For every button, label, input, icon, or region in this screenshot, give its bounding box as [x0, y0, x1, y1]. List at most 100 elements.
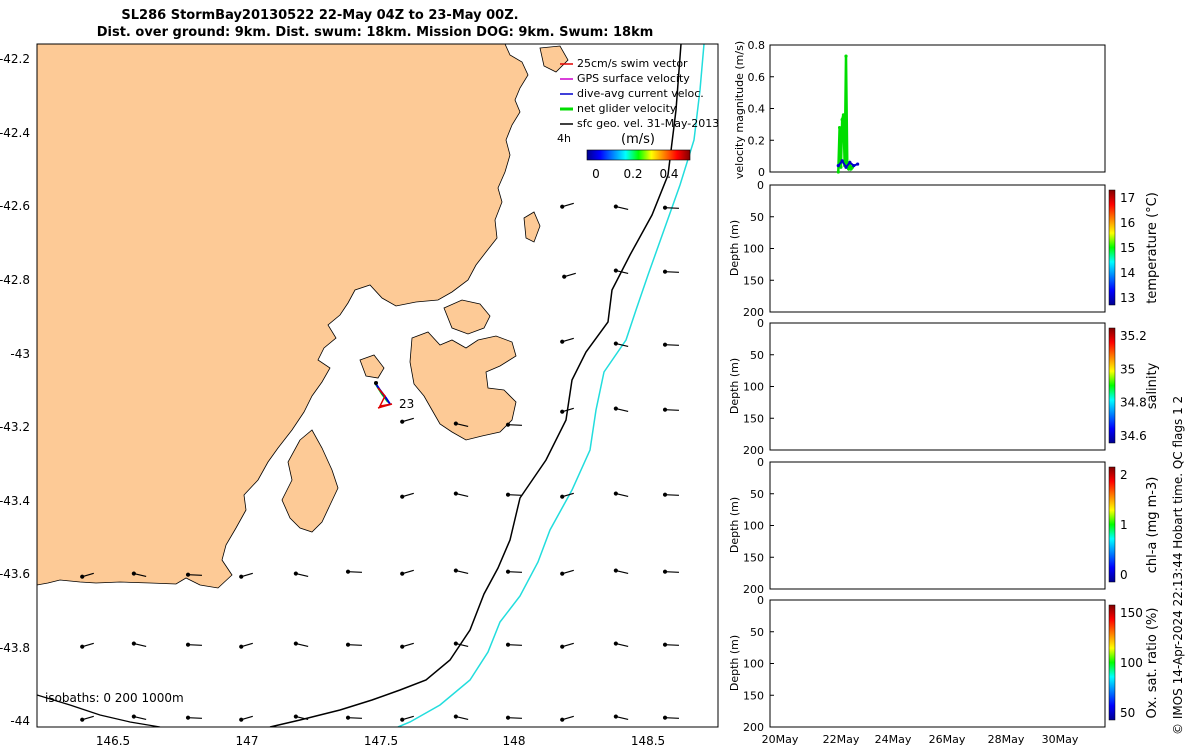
geo-arrow [662, 569, 679, 574]
map-colorbar [586, 149, 691, 161]
velocity-point [837, 125, 842, 130]
cb-tick: 0.2 [623, 167, 642, 181]
geo-arrow [185, 642, 202, 647]
cbar-tick: 17 [1120, 191, 1135, 205]
cbar-tick: 35 [1120, 362, 1135, 376]
geo-arrow [662, 205, 679, 210]
geo-arrow [239, 572, 253, 579]
cbar-tick: 150 [1120, 606, 1143, 620]
depth-ytick: 50 [750, 626, 764, 639]
geo-arrow [131, 571, 147, 578]
geo-arrow [80, 572, 94, 579]
geo-arrow [560, 492, 574, 499]
cbar-label: Ox. sat. ratio (%) [1145, 608, 1160, 719]
land-islet [539, 45, 569, 73]
geo-arrow [80, 642, 94, 649]
cbar-tick: 15 [1120, 241, 1135, 255]
figure-subtitle: Dist. over ground: 9km. Dist. swum: 18km… [96, 25, 654, 40]
isobath-200m [269, 44, 682, 727]
cbar-label: chl-a (mg m-3) [1145, 477, 1160, 574]
cbar-tick: 14 [1120, 266, 1135, 280]
cbar-tick: 34.8 [1120, 396, 1147, 410]
legend-geo: sfc geo. vel. 31-May-2013 [577, 117, 719, 130]
velocity-point [856, 162, 860, 166]
lon-tick: 147.5 [364, 734, 398, 748]
cbar-label: temperature (°C) [1145, 192, 1160, 304]
cbar-tick: 16 [1120, 216, 1135, 230]
depth-ytick: 100 [743, 243, 764, 256]
geo-arrow [345, 642, 362, 647]
depth-ytick: 100 [743, 520, 764, 533]
geo-arrow [613, 568, 629, 575]
lat-tick: -42.6 [0, 199, 30, 213]
depth-ytick: 0 [757, 179, 764, 192]
depth-ytick: 50 [750, 349, 764, 362]
geo-arrow [560, 202, 574, 209]
velocity-axes [769, 44, 1106, 173]
legend-net: net glider velocity [577, 102, 677, 115]
colorbar-title: (m/s) [621, 132, 655, 147]
cbar-tick: 13 [1120, 291, 1135, 305]
geo-arrow [453, 421, 469, 428]
depth-axes [769, 184, 1106, 313]
geo-arrow [662, 715, 679, 720]
geo-arrow [400, 569, 414, 576]
geo-arrow [662, 269, 679, 274]
geo-arrow [453, 714, 469, 721]
velocity-ytick: 0.2 [748, 134, 766, 147]
map-panel: 23 -42.2 -42.4 -42.6 -42.8 -43 -43.2 -43… [0, 43, 719, 748]
geo-arrow [400, 417, 414, 424]
geo-arrow [400, 715, 414, 722]
land-maria-island [523, 211, 541, 243]
geo-arrow [453, 491, 469, 498]
depth-panel: 0 50 100 150 200 Depth (m) 13 14 15 16 17 temperatu… [728, 179, 1160, 319]
lat-tick: -43.6 [0, 567, 30, 581]
geo-arrow [131, 714, 147, 721]
velocity-ytick: 0.6 [748, 71, 766, 84]
lon-tick: 148.5 [631, 734, 665, 748]
velocity-ylabel: velocity magnitude (m/s) [733, 41, 746, 179]
time-ticks: 20May 22May 24May 26May 28May 30May [762, 733, 1079, 746]
time-tick: 22May [823, 733, 860, 746]
geo-arrow [560, 569, 574, 576]
legend-current: dive-avg current veloc. [577, 87, 704, 100]
velocity-point [852, 164, 856, 168]
geo-arrow [293, 571, 309, 578]
velocity-point [846, 167, 851, 171]
depth-ytick: 0 [757, 594, 764, 607]
geo-arrow [400, 492, 414, 499]
land-island-north [443, 299, 491, 335]
depth-ytick: 0 [757, 456, 764, 469]
track-label: 23 [399, 397, 414, 411]
depth-ytick: 200 [743, 583, 764, 596]
depth-colorbar [1108, 327, 1116, 444]
cbar-label: salinity [1145, 362, 1160, 409]
land-mainland [37, 44, 529, 589]
geo-arrow [239, 715, 253, 722]
isobath-1000m [397, 44, 705, 727]
cbar-tick: 50 [1120, 706, 1135, 720]
depth-ylabel: Depth (m) [728, 497, 741, 553]
depth-ytick: 0 [757, 317, 764, 330]
geo-arrow [131, 641, 147, 648]
velocity-point [848, 160, 852, 165]
cbar-tick: 35.2 [1120, 329, 1147, 343]
geo-arrow [453, 641, 469, 648]
map-frame [36, 43, 719, 728]
depth-ytick: 200 [743, 444, 764, 457]
velocity-ytick: 0 [758, 166, 765, 179]
cbar-tick: 34.6 [1120, 429, 1147, 443]
geo-arrow [505, 492, 522, 497]
lat-tick: -42.2 [0, 52, 30, 66]
depth-axes [769, 461, 1106, 590]
figure-title: SL286 StormBay20130522 22-May 04Z to 23-… [121, 8, 519, 23]
velocity-panel: 0 0.2 0.4 0.6 0.8 velocity magnitude (m/s) [733, 39, 1106, 179]
time-tick: 20May [762, 733, 799, 746]
geo-arrow [613, 491, 629, 498]
depth-ylabel: Depth (m) [728, 635, 741, 691]
cbar-tick: 2 [1120, 468, 1128, 482]
geo-arrow [560, 337, 574, 344]
velocity-point [839, 165, 843, 169]
geo-arrow [562, 272, 576, 279]
velocity-point [840, 118, 844, 122]
